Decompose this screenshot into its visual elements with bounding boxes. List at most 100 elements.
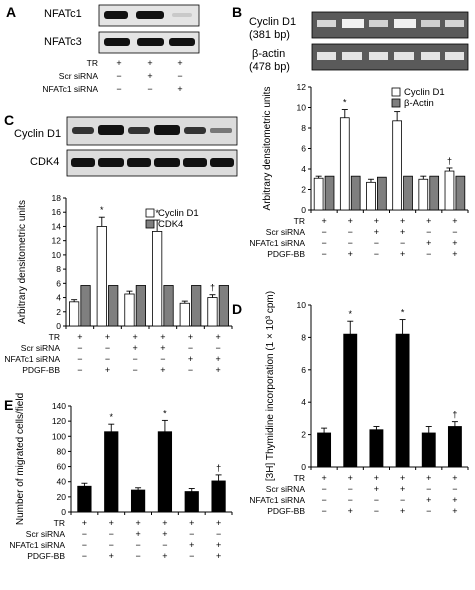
row-label: Scr siRNA <box>21 343 61 353</box>
row-label: Scr siRNA <box>59 71 99 81</box>
row-sign: + <box>426 238 431 248</box>
row-sign: − <box>348 238 353 248</box>
bar <box>421 432 436 468</box>
bar <box>135 285 146 327</box>
bar <box>377 176 387 211</box>
legend-swatch <box>145 208 155 218</box>
row-sign: + <box>177 84 182 94</box>
row-sign: + <box>188 354 193 364</box>
row-sign: + <box>321 216 326 226</box>
row-label: TR <box>294 216 305 226</box>
y-tick-label: 8 <box>56 264 61 274</box>
row-sign: − <box>189 529 194 539</box>
bar <box>395 333 410 468</box>
row-sign: + <box>426 495 431 505</box>
row-label: Scr siRNA <box>26 529 66 539</box>
row-sign: − <box>374 249 379 259</box>
treatment-table-a: TR + + + Scr siRNA − + − NFATc1 siRNA − − + <box>42 58 182 94</box>
row-sign: − <box>400 238 405 248</box>
blot-band <box>98 125 124 135</box>
row-label: TR <box>294 473 305 483</box>
gel-beta-actin <box>311 43 469 71</box>
row-sign: − <box>216 529 221 539</box>
row-sign: − <box>321 484 326 494</box>
row-sign: − <box>116 71 121 81</box>
row-sign: − <box>188 343 193 353</box>
row-sign: − <box>135 540 140 550</box>
panel-e-label: E <box>4 397 13 413</box>
bar <box>339 117 350 211</box>
significance-mark: † <box>452 410 457 420</box>
chart-d: 0 2 4 6 8 10 [3H] Thymidine incorporation (1 ×… <box>265 291 469 481</box>
row-sign: + <box>426 216 431 226</box>
blot-label-beta-actin: β-actin <box>252 48 285 60</box>
y-tick-label: 80 <box>57 446 67 456</box>
row-sign: + <box>82 518 87 528</box>
panel-c: C Cyclin D1 CDK4 0 2 4 6 8 10 12 14 16 18 Arbitrar… <box>4 112 238 375</box>
row-sign: − <box>321 506 326 516</box>
row-sign: + <box>426 473 431 483</box>
row-sign: + <box>452 495 457 505</box>
row-label: NFATc1 siRNA <box>9 540 65 550</box>
y-tick-label: 2 <box>301 185 306 195</box>
gel-band <box>445 20 464 27</box>
bar <box>124 293 135 327</box>
row-sign: + <box>452 249 457 259</box>
y-tick-label: 0 <box>61 507 66 517</box>
y-tick-label: 10 <box>297 300 307 310</box>
panel-e: E 0 20 40 60 80 100 120 140 Number of migrated c… <box>4 393 233 561</box>
treatment-table-c: TR + + + + + +Scr siRNA − − + + − −NFATc1 siRNA − − − − +… <box>4 332 220 375</box>
row-sign: + <box>216 518 221 528</box>
y-tick-label: 2 <box>301 430 306 440</box>
y-tick-label: 2 <box>56 307 61 317</box>
y-tick-label: 18 <box>52 193 62 203</box>
bar <box>211 480 226 513</box>
blot-band <box>172 13 192 17</box>
y-tick-label: 10 <box>297 103 307 113</box>
y-tick-label: 8 <box>301 332 306 342</box>
y-tick-label: 120 <box>52 416 66 426</box>
row-sign: + <box>348 473 353 483</box>
y-tick-label: 8 <box>301 123 306 133</box>
row-sign: + <box>189 518 194 528</box>
panel-b-label: B <box>232 4 242 20</box>
blot-band <box>210 128 232 133</box>
bar <box>366 181 376 211</box>
gel-band <box>394 52 414 60</box>
y-axis-label: Number of migrated cells/field <box>15 393 26 525</box>
row-sign: − <box>189 551 194 561</box>
y-tick-label: 4 <box>301 164 306 174</box>
row-sign: + <box>348 506 353 516</box>
significance-mark: * <box>343 98 347 108</box>
chart-c: 0 2 4 6 8 10 12 14 16 18 Arbitrary densitometric u… <box>17 193 233 331</box>
row-sign: + <box>188 332 193 342</box>
row-label: PDGF-BB <box>27 551 65 561</box>
bar <box>343 333 358 468</box>
blot-cdk4 <box>66 149 238 177</box>
bar <box>108 285 119 327</box>
row-sign: + <box>348 249 353 259</box>
treatment-table-e: TR + + + + + +Scr siRNA − − + + − −NFATc1 siRNA − − − − +… <box>9 518 221 561</box>
row-label: TR <box>87 58 98 68</box>
row-sign: + <box>160 332 165 342</box>
panel-a-label: A <box>6 4 16 20</box>
treatment-table-d: TR + + + + + +Scr siRNA − − + + − −NFATc1 siRNA − − − − +… <box>249 473 457 516</box>
blot-band <box>183 158 207 167</box>
blot-band <box>128 127 150 134</box>
row-sign: + <box>135 518 140 528</box>
row-label: PDGF-BB <box>267 249 305 259</box>
row-label: NFATc1 siRNA <box>249 495 305 505</box>
bar <box>191 285 202 327</box>
row-sign: − <box>348 484 353 494</box>
row-sign: − <box>177 71 182 81</box>
row-sign: + <box>160 343 165 353</box>
blot-label-nfatc3: NFATc3 <box>44 36 82 48</box>
gel-band <box>445 52 464 60</box>
row-sign: − <box>321 227 326 237</box>
significance-mark: * <box>401 308 405 318</box>
gel-cyclin-d1 <box>311 11 469 39</box>
row-sign: + <box>374 484 379 494</box>
bar <box>104 431 119 513</box>
bar <box>69 301 80 327</box>
legend-label: Cyclin D1 <box>404 87 445 98</box>
